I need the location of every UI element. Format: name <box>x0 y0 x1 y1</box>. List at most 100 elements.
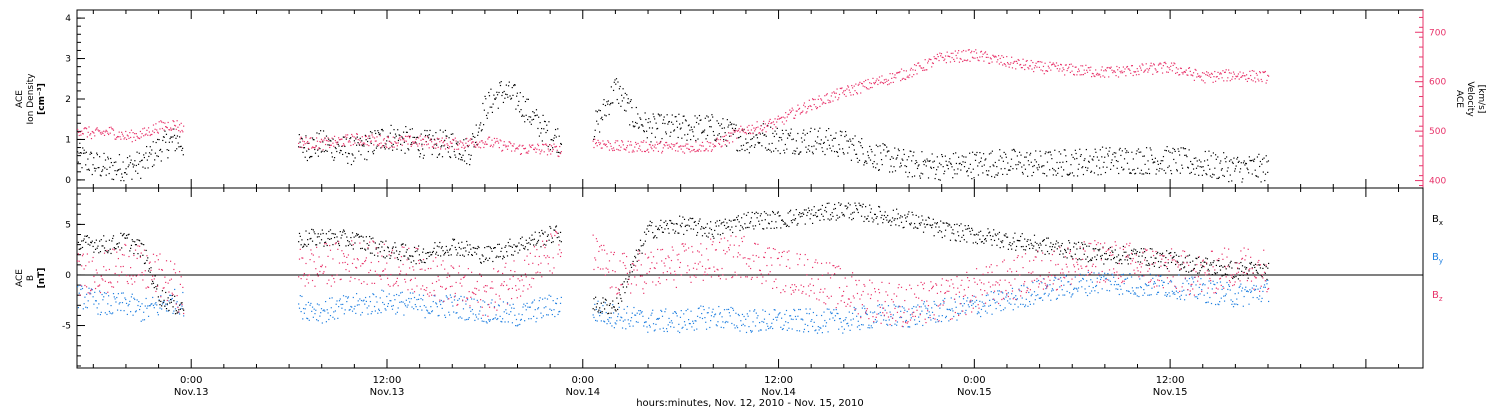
velocity-point <box>174 125 177 127</box>
by-point <box>824 319 826 322</box>
density-point <box>822 142 825 144</box>
density-point <box>105 174 107 176</box>
bx-point <box>776 212 779 214</box>
density-point <box>1223 175 1225 177</box>
density-point <box>899 166 901 168</box>
density-point <box>712 130 715 133</box>
by-point <box>350 305 352 308</box>
density-point <box>337 143 339 146</box>
by-point <box>1201 284 1204 286</box>
bx-point <box>712 235 714 238</box>
bx-point <box>603 308 606 310</box>
by-point <box>612 312 615 314</box>
density-point <box>819 143 822 145</box>
bx-point <box>116 243 119 245</box>
by-point <box>744 325 746 327</box>
density-point <box>383 145 385 147</box>
by-point <box>306 317 308 319</box>
velocity-point <box>722 136 724 138</box>
bx-point <box>738 221 740 223</box>
velocity-point <box>329 146 331 149</box>
by-point <box>123 310 125 312</box>
by-point <box>1023 285 1025 287</box>
velocity-point <box>735 129 737 132</box>
by-point <box>851 324 853 326</box>
by-point <box>617 313 620 315</box>
velocity-point <box>700 150 702 152</box>
bx-point <box>745 214 748 216</box>
by-point <box>525 309 527 311</box>
velocity-point <box>913 64 916 66</box>
by-point <box>432 300 434 303</box>
by-point <box>593 316 595 319</box>
bx-point <box>832 215 834 218</box>
by-point <box>464 319 466 321</box>
velocity-point <box>182 131 184 133</box>
velocity-point <box>1139 67 1142 69</box>
velocity-point <box>655 147 657 149</box>
density-point <box>375 147 378 149</box>
velocity-point <box>818 95 820 97</box>
density-point <box>1029 154 1031 156</box>
density-point <box>799 151 801 153</box>
bx-point <box>524 248 526 250</box>
density-point <box>1233 157 1235 159</box>
density-point <box>1003 151 1005 154</box>
velocity-point <box>329 144 332 146</box>
by-point <box>1057 278 1059 280</box>
bx-point <box>804 223 806 225</box>
bx-point <box>650 225 652 227</box>
density-point <box>912 155 914 157</box>
velocity-point <box>321 140 323 142</box>
density-point <box>108 172 110 175</box>
bx-point <box>139 255 142 257</box>
velocity-point <box>340 138 342 140</box>
velocity-point <box>812 99 815 101</box>
velocity-point <box>683 145 685 147</box>
density-point <box>510 97 513 99</box>
bx-point <box>654 235 656 237</box>
bx-point <box>345 245 347 247</box>
density-point <box>776 127 778 129</box>
by-point <box>785 309 788 312</box>
bx-point <box>444 251 447 254</box>
bx-point <box>892 209 894 211</box>
bx-point <box>348 241 350 243</box>
density-point <box>846 140 848 142</box>
velocity-point <box>93 132 95 134</box>
by-point <box>1127 290 1129 292</box>
by-point <box>833 309 835 311</box>
velocity-point <box>1109 67 1111 69</box>
by-point <box>1168 292 1170 294</box>
density-point <box>133 164 135 166</box>
by-point <box>735 312 737 314</box>
by-point <box>723 327 725 329</box>
by-point <box>969 300 971 302</box>
bx-point <box>299 235 301 237</box>
by-point <box>600 320 602 322</box>
bx-point <box>746 226 748 229</box>
by-point <box>971 300 974 302</box>
density-point <box>91 173 93 176</box>
density-point <box>344 145 346 148</box>
velocity-point <box>170 129 173 131</box>
by-point <box>958 313 960 315</box>
density-point <box>640 118 642 120</box>
density-point <box>718 133 720 135</box>
by-point <box>901 306 903 308</box>
by-point <box>717 321 719 323</box>
by-point <box>1095 284 1098 287</box>
density-point <box>832 145 834 147</box>
density-point <box>633 126 635 128</box>
bx-point <box>470 248 472 250</box>
bx-point <box>453 238 456 241</box>
velocity-point <box>91 130 93 133</box>
by-point <box>362 300 364 302</box>
velocity-point <box>317 148 319 150</box>
bx-point <box>681 222 683 224</box>
by-point <box>1197 293 1200 296</box>
bx-point <box>888 220 890 222</box>
density-point <box>1139 172 1141 174</box>
bx-point <box>868 220 870 222</box>
by-point <box>1125 278 1127 280</box>
